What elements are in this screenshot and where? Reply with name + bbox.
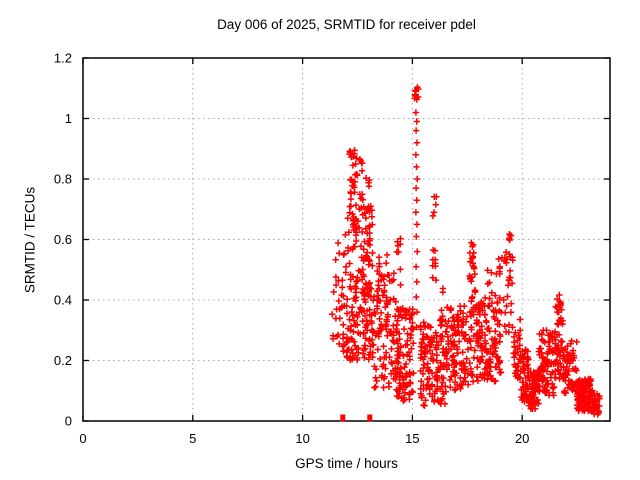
svg-text:0.2: 0.2 bbox=[54, 353, 72, 368]
svg-text:15: 15 bbox=[405, 431, 419, 446]
svg-text:1: 1 bbox=[65, 111, 72, 126]
x-tick-labels: 0 5 10 15 20 bbox=[79, 431, 529, 446]
tick-marks bbox=[82, 57, 610, 422]
svg-text:0.8: 0.8 bbox=[54, 172, 72, 187]
chart-title: Day 006 of 2025, SRMTID for receiver pde… bbox=[217, 17, 476, 32]
svg-text:1.2: 1.2 bbox=[54, 51, 72, 66]
axis-marker-squares bbox=[340, 414, 373, 422]
svg-text:5: 5 bbox=[189, 431, 196, 446]
data-points bbox=[329, 84, 603, 418]
svg-text:0: 0 bbox=[79, 431, 86, 446]
svg-text:0: 0 bbox=[65, 414, 72, 429]
y-tick-labels: 0 0.2 0.4 0.6 0.8 1 1.2 bbox=[54, 51, 72, 429]
svg-text:10: 10 bbox=[295, 431, 309, 446]
svg-text:20: 20 bbox=[515, 431, 529, 446]
svg-text:0.4: 0.4 bbox=[54, 293, 72, 308]
plot-border bbox=[82, 57, 611, 422]
x-axis-label: GPS time / hours bbox=[295, 456, 398, 471]
svg-text:0.6: 0.6 bbox=[54, 232, 72, 247]
grid-lines bbox=[83, 58, 610, 421]
